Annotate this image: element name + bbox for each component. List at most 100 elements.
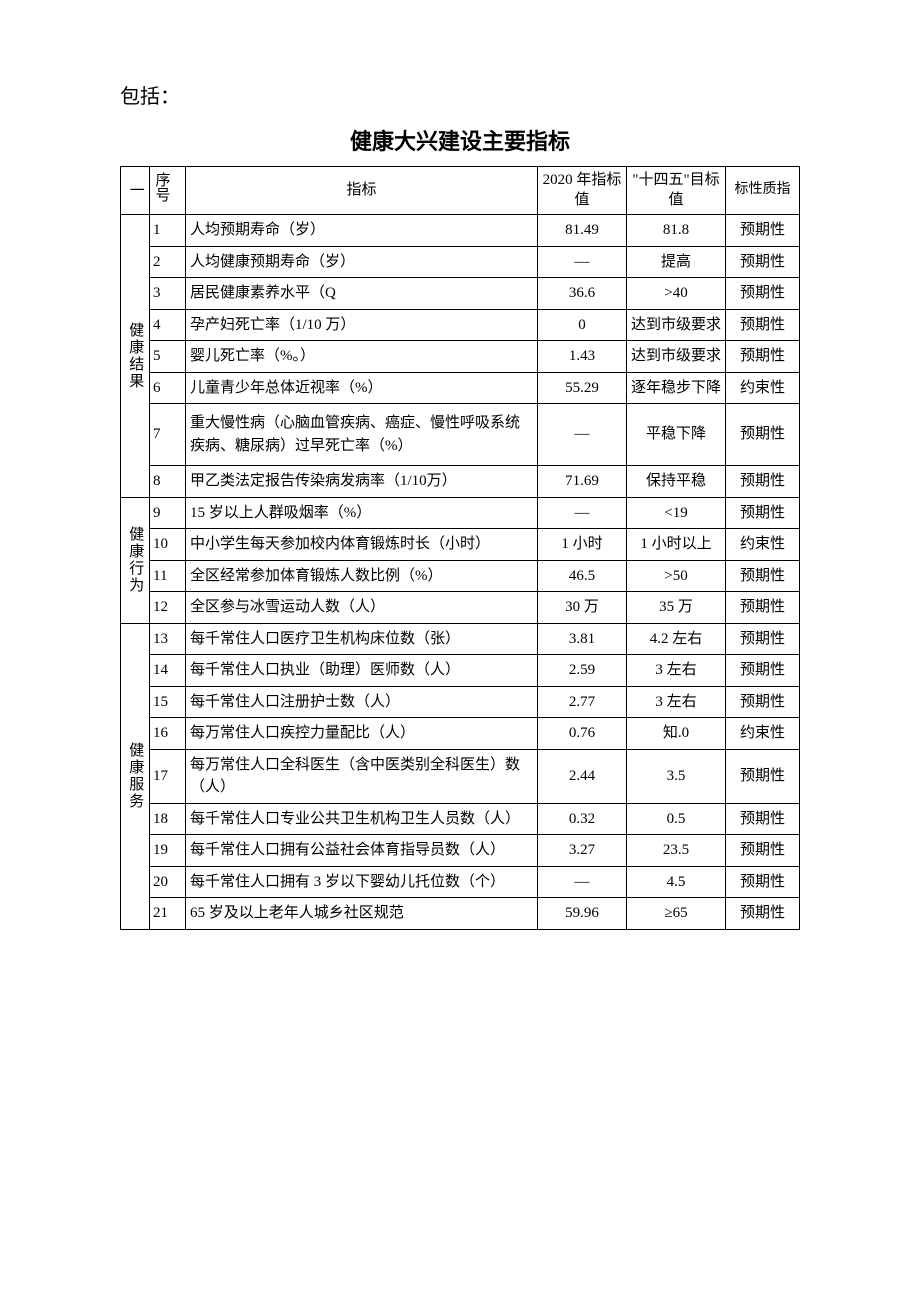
nature-cell: 约束性 [726,529,800,561]
seq-cell: 6 [150,372,186,404]
nature-cell: 预期性 [726,341,800,373]
table-row: 4孕产妇死亡率（1/10 万）0达到市级要求预期性 [121,309,800,341]
value-2020-cell: 30 万 [538,592,627,624]
value-2020-cell: 71.69 [538,466,627,498]
pretext: 包括： [120,80,800,109]
table-row: 6儿童青少年总体近视率（%）55.29逐年稳步下降约束性 [121,372,800,404]
table-row: 17每万常住人口全科医生（含中医类别全科医生）数（人）2.443.5预期性 [121,749,800,803]
indicator-cell: 重大慢性病（心脑血管疾病、癌症、慢性呼吸系统疾病、糖尿病）过早死亡率（%） [186,404,538,466]
nature-cell: 预期性 [726,246,800,278]
indicator-cell: 孕产妇死亡率（1/10 万） [186,309,538,341]
target-cell: 0.5 [627,803,726,835]
value-2020-cell: 0 [538,309,627,341]
seq-cell: 3 [150,278,186,310]
nature-cell: 预期性 [726,866,800,898]
indicator-cell: 每千常住人口注册护士数（人） [186,686,538,718]
table-row: 12全区参与冰雪运动人数（人）30 万35 万预期性 [121,592,800,624]
seq-cell: 5 [150,341,186,373]
value-2020-cell: 2.59 [538,655,627,687]
target-cell: 81.8 [627,215,726,247]
target-cell: ≥65 [627,898,726,930]
seq-cell: 17 [150,749,186,803]
nature-cell: 预期性 [726,835,800,867]
seq-cell: 14 [150,655,186,687]
header-category: 一 [121,167,150,215]
value-2020-cell: 2.44 [538,749,627,803]
table-row: 2165 岁及以上老年人城乡社区规范59.96≥65预期性 [121,898,800,930]
table-row: 14每千常住人口执业（助理）医师数（人）2.593 左右预期性 [121,655,800,687]
seq-cell: 4 [150,309,186,341]
indicators-table: 一 序号 指标 2020 年指标值 "十四五"目标值 标性质指 健康结果1人均预… [120,166,800,930]
target-cell: 平稳下降 [627,404,726,466]
nature-cell: 预期性 [726,560,800,592]
nature-cell: 预期性 [726,497,800,529]
target-cell: 23.5 [627,835,726,867]
indicator-cell: 15 岁以上人群吸烟率（%） [186,497,538,529]
target-cell: 3.5 [627,749,726,803]
indicator-cell: 全区经常参加体育锻炼人数比例（%） [186,560,538,592]
nature-cell: 预期性 [726,623,800,655]
table-row: 16每万常住人口疾控力量配比（人）0.76知.0约束性 [121,718,800,750]
seq-cell: 10 [150,529,186,561]
target-cell: 知.0 [627,718,726,750]
header-target: "十四五"目标值 [627,167,726,215]
target-cell: 提高 [627,246,726,278]
table-row: 健康行为915 岁以上人群吸烟率（%）—<19预期性 [121,497,800,529]
value-2020-cell: 46.5 [538,560,627,592]
indicator-cell: 人均预期寿命（岁） [186,215,538,247]
nature-cell: 预期性 [726,592,800,624]
target-cell: <19 [627,497,726,529]
header-indicator: 指标 [186,167,538,215]
indicator-cell: 每万常住人口疾控力量配比（人） [186,718,538,750]
category-cell: 健康行为 [121,497,150,623]
table-row: 18每千常住人口专业公共卫生机构卫生人员数（人）0.320.5预期性 [121,803,800,835]
indicator-cell: 每千常住人口拥有 3 岁以下婴幼儿托位数（个） [186,866,538,898]
table-row: 10中小学生每天参加校内体育锻炼时长（小时）1 小时1 小时以上约束性 [121,529,800,561]
nature-cell: 预期性 [726,686,800,718]
table-row: 健康服务13每千常住人口医疗卫生机构床位数（张）3.814.2 左右预期性 [121,623,800,655]
value-2020-cell: 3.27 [538,835,627,867]
table-header-row: 一 序号 指标 2020 年指标值 "十四五"目标值 标性质指 [121,167,800,215]
table-row: 15每千常住人口注册护士数（人）2.773 左右预期性 [121,686,800,718]
value-2020-cell: — [538,497,627,529]
indicator-cell: 婴儿死亡率（%。） [186,341,538,373]
value-2020-cell: 3.81 [538,623,627,655]
target-cell: 4.2 左右 [627,623,726,655]
indicator-cell: 儿童青少年总体近视率（%） [186,372,538,404]
nature-cell: 预期性 [726,803,800,835]
indicator-cell: 每千常住人口拥有公益社会体育指导员数（人） [186,835,538,867]
seq-cell: 20 [150,866,186,898]
nature-cell: 预期性 [726,309,800,341]
indicator-cell: 人均健康预期寿命（岁） [186,246,538,278]
seq-cell: 2 [150,246,186,278]
table-row: 8甲乙类法定报告传染病发病率（1/10万）71.69保持平稳预期性 [121,466,800,498]
indicator-cell: 每万常住人口全科医生（含中医类别全科医生）数（人） [186,749,538,803]
seq-cell: 16 [150,718,186,750]
table-row: 健康结果1人均预期寿命（岁）81.4981.8预期性 [121,215,800,247]
value-2020-cell: — [538,404,627,466]
nature-cell: 预期性 [726,215,800,247]
target-cell: 达到市级要求 [627,309,726,341]
target-cell: 1 小时以上 [627,529,726,561]
seq-cell: 21 [150,898,186,930]
value-2020-cell: 36.6 [538,278,627,310]
table-row: 7重大慢性病（心脑血管疾病、癌症、慢性呼吸系统疾病、糖尿病）过早死亡率（%）—平… [121,404,800,466]
value-2020-cell: 2.77 [538,686,627,718]
indicator-cell: 每千常住人口执业（助理）医师数（人） [186,655,538,687]
target-cell: 35 万 [627,592,726,624]
header-nature: 标性质指 [726,167,800,215]
value-2020-cell: 59.96 [538,898,627,930]
value-2020-cell: 0.32 [538,803,627,835]
nature-cell: 约束性 [726,372,800,404]
table-row: 2人均健康预期寿命（岁）—提高预期性 [121,246,800,278]
value-2020-cell: 1.43 [538,341,627,373]
value-2020-cell: 81.49 [538,215,627,247]
target-cell: 3 左右 [627,686,726,718]
target-cell: 4.5 [627,866,726,898]
seq-cell: 1 [150,215,186,247]
header-2020-value: 2020 年指标值 [538,167,627,215]
nature-cell: 预期性 [726,278,800,310]
seq-cell: 15 [150,686,186,718]
seq-cell: 12 [150,592,186,624]
indicator-cell: 全区参与冰雪运动人数（人） [186,592,538,624]
